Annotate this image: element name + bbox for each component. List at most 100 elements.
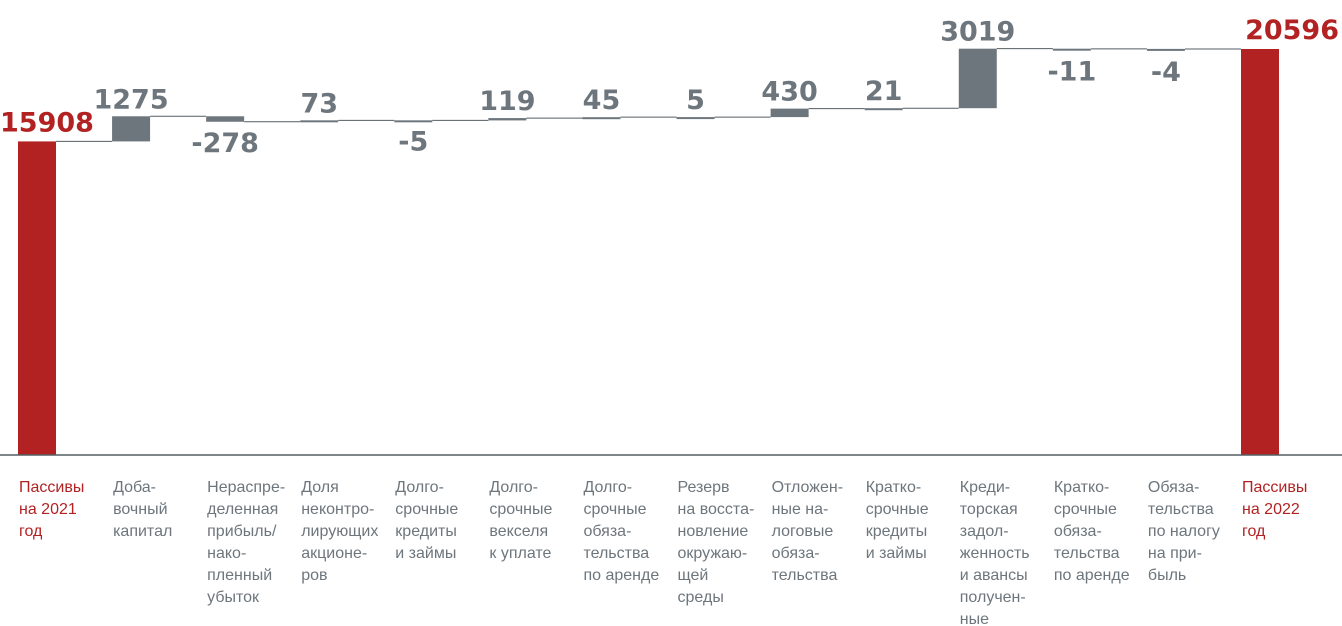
bar-3 — [300, 120, 339, 123]
value-label-13: 20596 — [1245, 15, 1339, 46]
category-label-0: Пассивы на 2021 год — [19, 479, 84, 540]
category-label-line: Доба- — [113, 479, 156, 496]
category-label-11: Кратко-срочные обяза-тельства по аренде — [1054, 479, 1130, 584]
category-label-line: тельства — [1148, 501, 1214, 518]
category-label-line: Отложен- — [772, 479, 843, 496]
category-label-2: Нераспре-деленная прибыль/нако-пленный убы… — [207, 479, 285, 606]
category-label-line: ров — [301, 567, 327, 584]
category-label-line: торская — [960, 501, 1018, 518]
category-label-line: прибыль/ — [207, 523, 277, 540]
category-label-line: ные на- — [772, 501, 829, 518]
category-label-13: Пассивы на 2022 год — [1242, 479, 1307, 540]
bar-7 — [676, 117, 715, 120]
category-label-line: быль — [1148, 567, 1186, 584]
value-label-7: 5 — [686, 85, 705, 116]
category-label-line: Долго- — [489, 479, 538, 496]
category-label-line: векселя — [489, 523, 548, 540]
category-label-line: срочные — [583, 501, 646, 518]
category-label-line: на при- — [1148, 545, 1202, 562]
value-label-2: -278 — [191, 128, 259, 159]
value-label-6: 45 — [583, 85, 621, 116]
category-label-5: Долго-срочные векселя к уплате — [489, 479, 552, 562]
category-label-line: обяза- — [1054, 523, 1102, 540]
category-label-line: на восста- — [678, 501, 755, 518]
bar-8 — [770, 108, 809, 118]
bar-1 — [112, 116, 151, 142]
category-label-9: Кратко-срочные кредиты и займы — [866, 479, 929, 562]
category-label-3: Доля неконтро-лирующих акционе-ров — [301, 479, 378, 584]
category-label-line: Доля — [301, 479, 339, 496]
value-label-10: 3019 — [940, 17, 1015, 48]
category-label-line: срочные — [489, 501, 552, 518]
category-label-line: женность — [960, 545, 1030, 562]
category-label-line: и авансы — [960, 567, 1028, 584]
bar-5 — [488, 118, 527, 121]
category-label-line: пленный — [207, 567, 272, 584]
category-label-line: по аренде — [1054, 567, 1130, 584]
category-label-line: год — [19, 523, 43, 540]
bar-10 — [958, 48, 997, 109]
bar-0 — [18, 141, 56, 455]
bar-2 — [206, 116, 245, 122]
value-label-8: 430 — [761, 77, 817, 108]
category-label-line: год — [1242, 523, 1266, 540]
category-label-line: по аренде — [583, 567, 659, 584]
category-label-line: и займы — [395, 545, 456, 562]
category-label-line: Кратко- — [1054, 479, 1110, 496]
value-label-5: 119 — [479, 86, 535, 117]
category-label-line: по налогу — [1148, 523, 1220, 540]
category-label-line: Креди- — [960, 479, 1010, 496]
category-label-line: кредиты — [866, 523, 928, 540]
category-label-line: деленная — [207, 501, 278, 518]
category-label-line: Пассивы — [19, 479, 84, 496]
category-label-line: щей — [678, 567, 709, 584]
category-label-line: Долго- — [583, 479, 632, 496]
value-label-12: -4 — [1151, 57, 1181, 88]
category-label-1: Доба-вочный капитал — [113, 479, 172, 540]
category-label-line: к уплате — [489, 545, 551, 562]
category-label-line: логовые — [772, 523, 834, 540]
category-label-12: Обяза-тельства по налогу на при-быль — [1148, 479, 1220, 584]
category-label-8: Отложен-ные на-логовые обяза-тельства — [772, 479, 843, 584]
category-label-line: лирующих — [301, 523, 378, 540]
bar-4 — [394, 120, 433, 123]
category-label-line: тельства — [772, 567, 838, 584]
bar-9 — [864, 108, 903, 111]
category-label-line: новление — [678, 523, 749, 540]
value-label-4: -5 — [398, 126, 428, 157]
category-label-line: Обяза- — [1148, 479, 1199, 496]
bar-6 — [582, 117, 621, 120]
category-label-line: неконтро- — [301, 501, 374, 518]
category-label-line: обяза- — [772, 545, 820, 562]
value-label-0: 15908 — [0, 107, 94, 138]
bar-11 — [1052, 48, 1091, 51]
value-label-3: 73 — [300, 88, 338, 119]
category-label-line: тельства — [583, 545, 649, 562]
category-label-line: среды — [678, 589, 724, 606]
category-label-line: срочные — [1054, 501, 1117, 518]
value-label-11: -11 — [1047, 57, 1096, 88]
category-label-line: вочный — [113, 501, 167, 518]
value-label-1: 1275 — [93, 84, 168, 115]
category-labels: Пассивы на 2021 год Доба-вочный капитал Нерас… — [19, 479, 1307, 626]
value-label-9: 21 — [865, 76, 903, 107]
category-label-line: тельства — [1054, 545, 1120, 562]
category-label-line: акционе- — [301, 545, 367, 562]
category-label-line: Кратко- — [866, 479, 922, 496]
category-label-line: на 2022 — [1242, 501, 1300, 518]
category-label-7: Резерв на восста-новление окружаю-щей среды — [678, 479, 755, 606]
category-label-line: задол- — [960, 523, 1009, 540]
bars — [18, 48, 1279, 455]
bar-13 — [1241, 49, 1279, 455]
category-label-10: Креди-торская задол-женность и авансы получ… — [960, 479, 1030, 626]
connector-lines — [56, 48, 1241, 142]
category-label-line: получен- — [960, 589, 1026, 606]
category-label-line: на 2021 — [19, 501, 77, 518]
category-label-line: капитал — [113, 523, 172, 540]
category-label-line: срочные — [866, 501, 929, 518]
category-label-4: Долго-срочные кредиты и займы — [395, 479, 458, 562]
category-label-line: убыток — [207, 589, 260, 606]
category-label-line: Долго- — [395, 479, 444, 496]
